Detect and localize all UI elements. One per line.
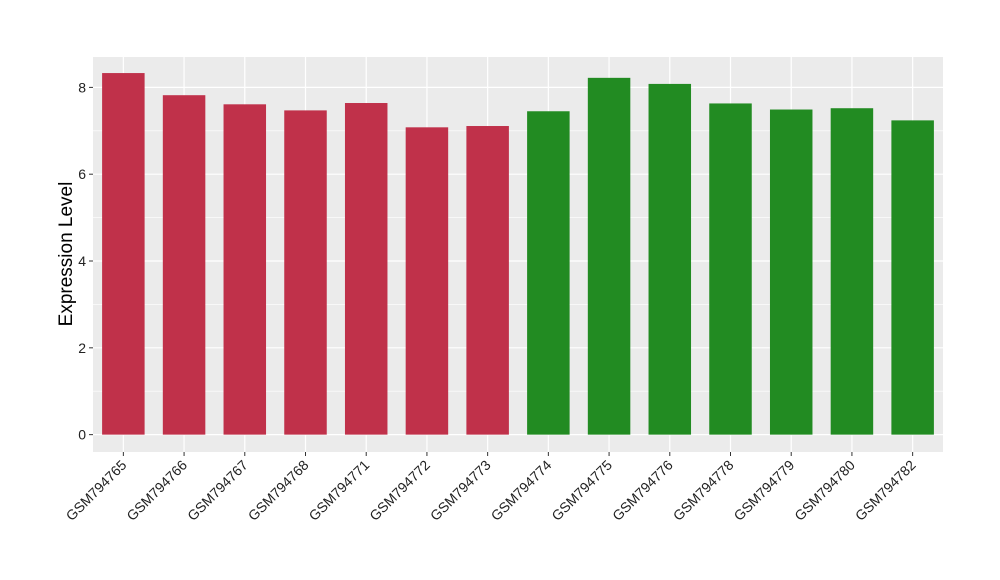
x-tick-label: GSM794782 — [852, 457, 919, 524]
x-tick-label: GSM794776 — [609, 457, 676, 524]
bar — [284, 110, 327, 435]
bar — [891, 120, 934, 435]
x-tick-label: GSM794766 — [123, 457, 190, 524]
bars — [102, 73, 934, 435]
bar — [162, 95, 206, 435]
y-tick-label: 2 — [78, 340, 86, 356]
bar — [648, 83, 692, 435]
x-tick-label: GSM794768 — [245, 457, 312, 524]
x-tick-label: GSM794779 — [730, 457, 797, 524]
x-tick-label: GSM794765 — [63, 457, 130, 524]
x-axis: GSM794765GSM794766GSM794767GSM794768GSM7… — [63, 452, 919, 524]
x-tick-label: GSM794778 — [670, 457, 737, 524]
x-tick-label: GSM794772 — [366, 457, 433, 524]
x-tick-label: GSM794767 — [184, 457, 251, 524]
bar — [223, 104, 267, 435]
y-tick-label: 4 — [78, 253, 86, 269]
x-tick-label: GSM794774 — [488, 457, 555, 524]
bar — [709, 103, 752, 435]
bar — [527, 111, 570, 435]
y-tick-label: 8 — [78, 79, 86, 95]
x-tick-label: GSM794780 — [791, 457, 858, 524]
x-tick-label: GSM794771 — [305, 457, 372, 524]
bar — [344, 103, 388, 435]
x-tick-label: GSM794775 — [548, 457, 615, 524]
bar — [769, 109, 813, 435]
bar — [830, 108, 874, 435]
y-axis: 0 2 4 6 8 — [78, 79, 93, 443]
bar — [405, 127, 449, 435]
y-tick-label: 6 — [78, 166, 86, 182]
bar — [587, 77, 631, 435]
plot-panel — [93, 57, 943, 452]
y-axis-title: Expression Level — [56, 182, 77, 327]
y-tick-label: 0 — [78, 427, 86, 443]
bar — [466, 126, 509, 435]
x-tick-label: GSM794773 — [427, 457, 494, 524]
bar — [102, 73, 145, 435]
